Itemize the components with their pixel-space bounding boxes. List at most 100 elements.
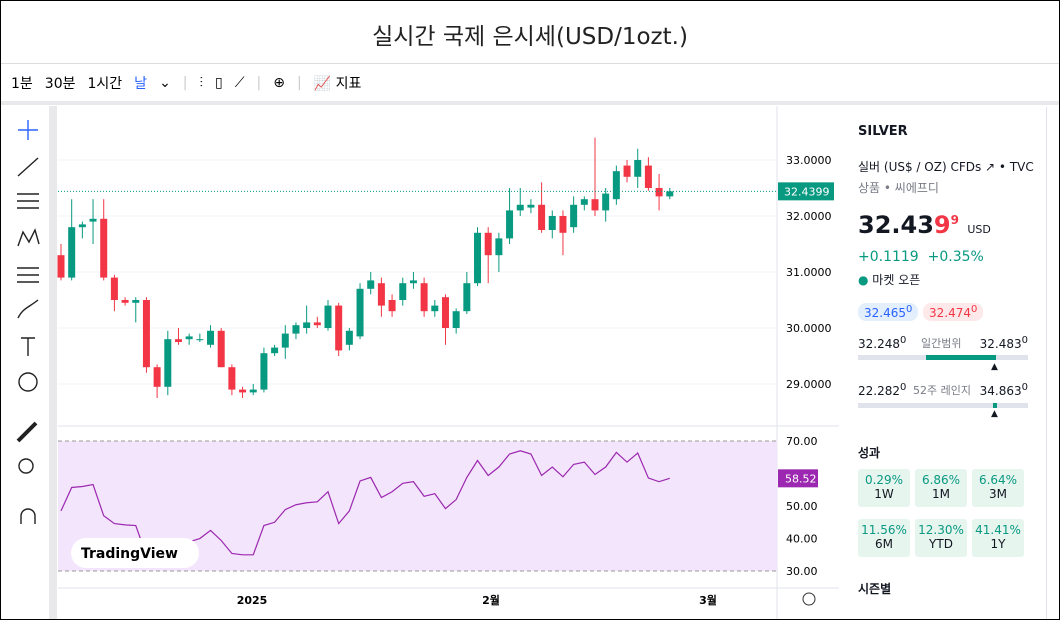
candle-body (132, 299, 140, 303)
candle-body (591, 199, 599, 211)
change: +0.1119 +0.35% (858, 249, 984, 265)
candle-body (271, 347, 279, 354)
performance-period: 1M (932, 487, 950, 501)
y-tick-label: 40.00 (786, 533, 818, 546)
candle-body (345, 330, 353, 345)
candle-body (452, 311, 460, 328)
candle-body (239, 389, 247, 393)
line-tool[interactable] (17, 157, 39, 177)
price-digit: 9 (933, 211, 951, 239)
bid-main: 32.465 (864, 306, 906, 320)
magnet-tool[interactable] (20, 508, 36, 524)
right-strip (1046, 107, 1059, 619)
ask: 32.4740 (923, 303, 984, 321)
candle-body (324, 305, 332, 328)
emoji-tool[interactable] (18, 372, 38, 392)
performance-cell: 11.56% 6M (858, 519, 910, 557)
watermark-text: TradingView (81, 546, 178, 562)
y-tick-label: 33.0000 (786, 154, 832, 167)
zoom-tool[interactable] (18, 458, 34, 474)
candle-body (409, 280, 417, 284)
chart: 29.0000 30.0000 31.0000 32.0000 33.0000 32.43… (1, 106, 839, 619)
pattern-tool[interactable] (17, 228, 40, 247)
candles-icon[interactable]: ▯ (215, 74, 223, 91)
value: 22.282 (858, 384, 900, 398)
y-tick-label: 30.0000 (786, 322, 832, 335)
interval[interactable]: 날 (134, 75, 148, 92)
toolbar: 1분 30분 1시간 날 ⌄ | ⫶ ▯ ⟋ | ⊕ | 📈 지표 (1, 63, 1059, 105)
crosshair-tool[interactable] (18, 120, 38, 140)
performance-cell: 0.29% 1W (858, 469, 910, 507)
candle-body (217, 330, 225, 368)
settings-icon[interactable] (802, 592, 816, 606)
x-tick-label: 2월 (482, 593, 500, 607)
rsi-label-box (778, 469, 818, 488)
candle-body (484, 232, 492, 256)
week52-range: 22.2820 52주 레인지 34.8630 ▲ (858, 382, 1028, 419)
performance-period: 1Y (990, 537, 1006, 551)
change-pct: +0.35% (927, 249, 984, 265)
performance-period: 3M (989, 487, 1007, 501)
value: 32.483 (979, 337, 1022, 351)
performance-value: 0.29% (864, 473, 904, 487)
candle-body (281, 333, 289, 348)
performance-value: 12.30% (918, 523, 964, 537)
dropdown[interactable]: ⌄ (159, 74, 171, 91)
fib-tool[interactable] (17, 193, 39, 209)
candle-body (580, 199, 588, 205)
x-tick-label: 2025 (237, 594, 268, 607)
watermark: TradingView (71, 538, 199, 568)
candle-body (570, 204, 578, 228)
text-tool[interactable] (21, 337, 35, 356)
candle-body (399, 283, 407, 300)
add-icon[interactable]: ⊕ (273, 74, 285, 91)
performance-value: 6.86% (921, 473, 961, 487)
candle-body (292, 325, 300, 334)
performance-cell: 12.30% YTD (915, 519, 967, 557)
performance-cell: 6.86% 1M (915, 469, 967, 507)
instrument-name: 실버 (US$ / OZ) CFDs (858, 160, 982, 174)
candle-body (57, 255, 65, 278)
candle-body (474, 232, 482, 284)
compare-icon[interactable]: ⟋ (234, 74, 245, 91)
bars-icon[interactable]: ⫶ (199, 74, 204, 91)
candle-body (495, 238, 503, 256)
y-tick-label: 29.0000 (786, 378, 832, 391)
range-label: 52주 레인지 (913, 384, 971, 397)
drawing-toolbar (1, 106, 49, 619)
ruler-tool[interactable] (16, 421, 38, 443)
candle-body (420, 283, 428, 312)
candle-body (377, 283, 385, 306)
x-tick-label: 3월 (699, 593, 717, 607)
candle-body (431, 305, 439, 312)
price-label: 32.4399 (784, 185, 830, 198)
forecast-tool[interactable] (17, 267, 39, 283)
indicators-label: 지표 (335, 75, 362, 92)
price-label-box (778, 182, 834, 201)
performance-value: 11.56% (861, 523, 907, 537)
candle-body (623, 165, 631, 177)
interval[interactable]: 1분 (11, 75, 33, 92)
candle-body (548, 215, 556, 230)
candle-body (506, 210, 514, 239)
interval[interactable]: 30분 (44, 75, 76, 92)
range-low: 32.2480 (858, 335, 906, 351)
symbol: SILVER (858, 124, 908, 139)
candle-body (516, 204, 524, 211)
candle-body (303, 322, 311, 328)
value: 34.863 (979, 384, 1022, 398)
candle-body (196, 339, 204, 341)
candle-body (142, 299, 150, 368)
candle-body (559, 215, 567, 233)
interval[interactable]: 1시간 (87, 75, 123, 92)
sup: 0 (900, 382, 907, 393)
value: 32.248 (858, 337, 900, 351)
performance-value: 41.41% (975, 523, 1021, 537)
candle-body (634, 159, 642, 177)
indicators[interactable]: 📈 지표 (313, 75, 362, 92)
candle-body (666, 191, 674, 197)
brush-tool[interactable] (17, 299, 39, 319)
candle-body (260, 353, 268, 390)
candle-body (121, 299, 129, 303)
